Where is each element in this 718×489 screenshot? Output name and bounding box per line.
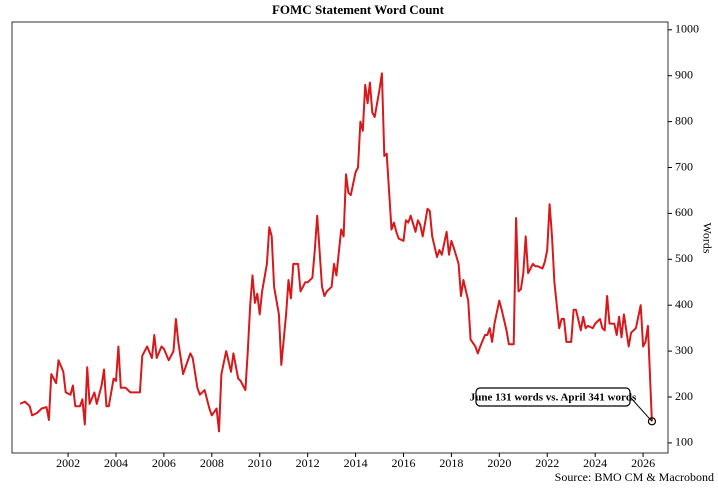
x-tick-label: 2012 — [296, 456, 320, 470]
x-tick-label: 2022 — [535, 456, 559, 470]
y-tick-label: 400 — [675, 297, 693, 311]
y-tick-label: 100 — [675, 435, 693, 449]
end-marker — [647, 417, 657, 426]
source: Source: BMO CM & Macrobond — [555, 470, 714, 484]
x-tick-label: 2002 — [56, 456, 80, 470]
x-tick-label: 2024 — [583, 456, 607, 470]
y-tick-label: 300 — [675, 343, 693, 357]
x-tick-label: 2008 — [200, 456, 224, 470]
x-tick-label: 2016 — [391, 456, 415, 470]
y-tick-label: 1000 — [675, 22, 699, 36]
x-tick-label: 2018 — [439, 456, 463, 470]
annotation: June 131 words vs. April 341 words — [470, 392, 637, 404]
y-tick-label: 600 — [675, 205, 693, 219]
y-tick-label: 200 — [675, 389, 693, 403]
y-tick-label: 700 — [675, 159, 693, 173]
annotation-box — [475, 387, 631, 407]
x-tick-label: 2004 — [104, 456, 128, 470]
plot-frame — [11, 21, 669, 454]
y-tick-label: 800 — [675, 113, 693, 127]
x-tick-label: 2020 — [487, 456, 511, 470]
y-tick-label: 500 — [675, 251, 693, 265]
x-tick-label: 2026 — [631, 456, 655, 470]
line — [19, 72, 653, 433]
annotation-connector — [629, 396, 653, 422]
y-axis-label: Words — [700, 222, 714, 253]
y-tick-label: 900 — [675, 67, 693, 81]
x-tick-label: 2014 — [344, 456, 368, 470]
chart-title: FOMC Statement Word Count — [272, 2, 445, 17]
x-tick-label: 2006 — [152, 456, 176, 470]
x-tick-label: 2010 — [248, 456, 272, 470]
